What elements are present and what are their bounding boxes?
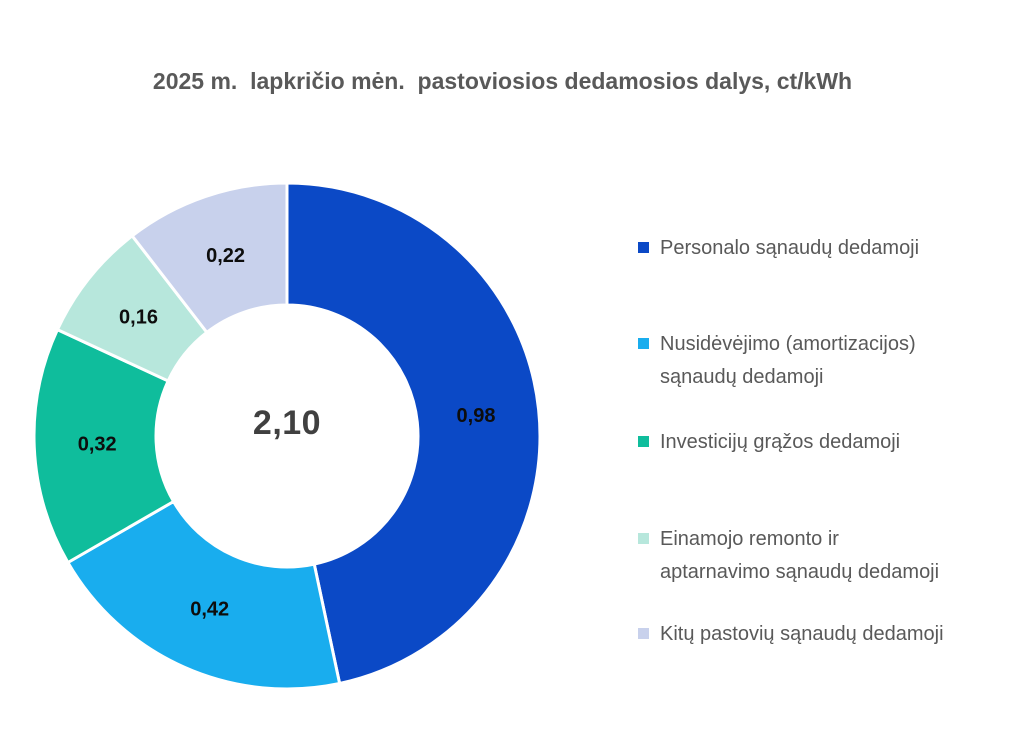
legend-label: Investicijų grąžos dedamoji <box>660 431 901 453</box>
legend-label: Nusidėvėjimo (amortizacijos) sąnaudų deda… <box>660 333 916 388</box>
donut-center-total: 2,10 <box>252 404 322 442</box>
legend-item-3: Einamojo remonto ir aptarnavimo sąnaudų d… <box>638 523 1008 589</box>
donut-segment-0 <box>285 181 542 686</box>
donut-segment-2 <box>32 327 176 565</box>
legend-label: Kitų pastovių sąnaudų dedamoji <box>660 623 944 645</box>
legend-swatch-icon <box>638 533 649 544</box>
donut-segment-4 <box>130 181 289 335</box>
slice-value-label-3: 0,16 <box>119 307 158 329</box>
slice-value-label-0: 0,98 <box>457 405 496 427</box>
legend-swatch-icon <box>638 436 649 447</box>
donut-segment-1 <box>65 499 342 691</box>
slice-value-label-4: 0,22 <box>206 245 245 267</box>
slice-value-label-1: 0,42 <box>190 599 229 621</box>
slice-value-label-2: 0,32 <box>78 434 117 456</box>
legend-swatch-icon <box>638 242 649 253</box>
legend-label: Einamojo remonto ir aptarnavimo sąnaudų d… <box>660 528 940 583</box>
legend-item-1: Nusidėvėjimo (amortizacijos) sąnaudų deda… <box>638 328 1008 394</box>
legend-item-0: Personalo sąnaudų dedamoji <box>638 232 1008 265</box>
legend-item-2: Investicijų grąžos dedamoji <box>638 426 1008 459</box>
legend-item-4: Kitų pastovių sąnaudų dedamoji <box>638 618 1008 651</box>
legend-label: Personalo sąnaudų dedamoji <box>660 237 920 259</box>
chart-title: 2025 m. lapkričio mėn. pastoviosios deda… <box>152 68 853 94</box>
legend-swatch-icon <box>638 628 649 639</box>
legend-swatch-icon <box>638 338 649 349</box>
